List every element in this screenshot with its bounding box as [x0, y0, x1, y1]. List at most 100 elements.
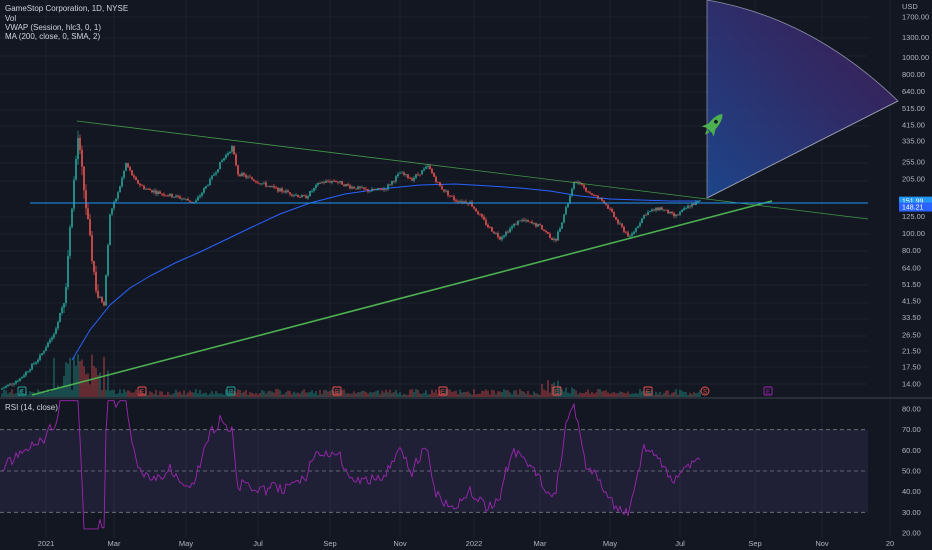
- volume-bar: [483, 391, 485, 397]
- candle-body: [307, 196, 309, 199]
- volume-bar: [265, 393, 267, 397]
- volume-bar: [211, 391, 213, 397]
- candle-body: [53, 334, 55, 338]
- candle-body: [181, 198, 183, 200]
- volume-bar: [381, 390, 383, 397]
- candle-body: [499, 236, 501, 240]
- volume-bar: [409, 389, 411, 397]
- rsi-axis-tick: 70.00: [902, 425, 921, 434]
- volume-bar: [491, 389, 493, 397]
- earnings-marker: [643, 386, 653, 396]
- volume-bar: [99, 372, 101, 397]
- volume-bar: [463, 391, 465, 397]
- volume-bar: [627, 391, 629, 397]
- candle-body: [587, 191, 589, 193]
- candle-body: [261, 183, 263, 185]
- candle-body: [559, 228, 561, 232]
- candle-body: [409, 178, 411, 179]
- volume-bar: [639, 389, 641, 397]
- candle-body: [305, 195, 307, 199]
- volume-bar: [269, 390, 271, 397]
- candle-body: [441, 186, 443, 190]
- candle-body: [495, 233, 497, 235]
- volume-bar: [489, 394, 491, 397]
- volume-bar: [419, 393, 421, 397]
- volume-bar: [365, 391, 367, 397]
- volume-bar: [7, 393, 9, 397]
- candle-body: [225, 154, 227, 158]
- volume-bar: [323, 390, 325, 397]
- candle-body: [85, 190, 87, 209]
- volume-bar: [39, 391, 41, 397]
- candle-body: [475, 208, 477, 212]
- candle-body: [195, 200, 197, 203]
- volume-bar: [73, 356, 75, 397]
- candle-body: [379, 188, 381, 190]
- volume-bar: [545, 390, 547, 397]
- volume-bar: [537, 394, 539, 397]
- candle-body: [533, 223, 535, 224]
- volume-bar: [487, 390, 489, 397]
- volume-bar: [59, 388, 61, 397]
- volume-bar: [523, 391, 525, 397]
- candle-body: [279, 188, 281, 192]
- volume-bar: [305, 392, 307, 397]
- candle-body: [275, 187, 277, 189]
- candle-body: [135, 177, 137, 181]
- time-axis-tick: Mar: [108, 539, 121, 548]
- candle-body: [107, 245, 109, 276]
- price-axis-tick: 17.50: [902, 362, 921, 371]
- candle-body: [325, 180, 327, 183]
- candle-body: [291, 194, 293, 196]
- volume-bar: [377, 390, 379, 397]
- candle-body: [513, 223, 515, 227]
- candle-body: [175, 195, 177, 197]
- candle-body: [273, 186, 275, 188]
- volume-bar: [469, 393, 471, 397]
- volume-bar: [251, 392, 253, 397]
- candle-body: [349, 185, 351, 189]
- candle-body: [641, 218, 643, 224]
- candle-body: [625, 231, 627, 233]
- volume-bar: [213, 394, 215, 397]
- candle-body: [527, 220, 529, 222]
- rsi-axis-tick: 40.00: [902, 487, 921, 496]
- candle-body: [437, 181, 439, 183]
- volume-bar: [501, 392, 503, 397]
- volume-bar: [479, 393, 481, 397]
- candle-body: [7, 384, 9, 387]
- candle-body: [153, 190, 155, 193]
- candle-body: [405, 174, 407, 176]
- volume-bar: [605, 390, 607, 397]
- volume-bar: [493, 390, 495, 397]
- price-axis-tick: 33.50: [902, 313, 921, 322]
- volume-bar: [669, 394, 671, 397]
- time-axis-tick: 2022: [466, 539, 483, 548]
- volume-bar: [273, 392, 275, 397]
- candle-body: [403, 172, 405, 175]
- candle-body: [113, 201, 115, 209]
- earnings-marker-label: E: [335, 390, 339, 396]
- candle-body: [213, 174, 215, 176]
- volume-bar: [11, 389, 13, 397]
- candle-body: [45, 347, 47, 351]
- candle-body: [493, 231, 495, 234]
- volume-bar: [697, 392, 699, 397]
- candle-body: [99, 297, 101, 298]
- candle-body: [541, 224, 543, 230]
- volume-bar: [29, 391, 31, 397]
- candle-body: [335, 181, 337, 182]
- candle-body: [399, 173, 401, 175]
- volume-bar: [263, 391, 265, 397]
- projection-fan: [706, 0, 899, 199]
- candle-body: [235, 154, 237, 166]
- candle-body: [183, 198, 185, 200]
- volume-bar: [153, 393, 155, 397]
- candle-body: [685, 208, 687, 209]
- candle-body: [49, 339, 51, 343]
- candle-body: [1, 388, 3, 390]
- candle-body: [363, 187, 365, 189]
- volume-bar: [637, 393, 639, 397]
- projection-fan-area: [706, 0, 899, 199]
